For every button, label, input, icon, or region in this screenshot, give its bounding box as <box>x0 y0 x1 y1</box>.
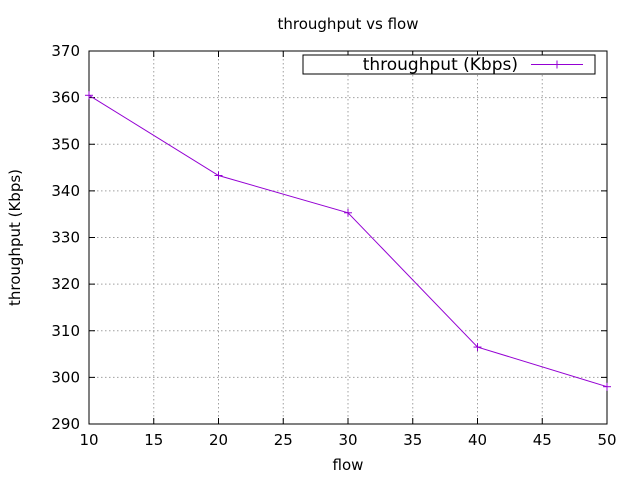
legend-marker <box>553 60 561 69</box>
data-point <box>603 382 611 391</box>
y-tick-label: 360 <box>51 89 80 107</box>
y-tick-label: 290 <box>51 415 80 433</box>
y-tick-label: 320 <box>51 275 80 293</box>
x-tick-label: 35 <box>403 431 422 449</box>
series-layer <box>85 91 611 391</box>
x-tick-label: 45 <box>533 431 552 449</box>
y-tick-label: 310 <box>51 322 80 340</box>
data-point <box>344 208 352 217</box>
x-tick-label: 50 <box>597 431 616 449</box>
grid-lines <box>89 51 607 424</box>
y-tick-label: 370 <box>51 42 80 60</box>
y-tick-label: 300 <box>51 368 80 386</box>
data-point <box>85 91 93 100</box>
x-tick-label: 10 <box>79 431 98 449</box>
data-point <box>214 171 223 180</box>
chart-title: throughput vs flow <box>278 15 419 33</box>
legend-label: throughput (Kbps) <box>363 55 518 75</box>
y-tick-labels: 290 300 310 320 330 340 350 360 370 <box>51 42 80 433</box>
legend: throughput (Kbps) <box>302 54 596 75</box>
x-axis-label: flow <box>333 456 364 474</box>
x-tick-labels: 10 15 20 25 30 35 40 45 50 <box>79 431 616 449</box>
y-tick-label: 330 <box>51 229 80 247</box>
data-point <box>473 343 482 352</box>
y-axis-label: throughput (Kbps) <box>6 169 24 306</box>
x-tick-label: 40 <box>468 431 487 449</box>
y-tick-label: 350 <box>51 135 80 153</box>
legend-box <box>302 54 596 75</box>
x-tick-label: 25 <box>274 431 293 449</box>
legend-plus-marker <box>553 60 561 69</box>
x-tick-label: 30 <box>338 431 357 449</box>
axis-ticks <box>88 50 608 425</box>
x-tick-label: 20 <box>209 431 228 449</box>
x-tick-label: 15 <box>144 431 163 449</box>
y-tick-label: 340 <box>51 182 80 200</box>
